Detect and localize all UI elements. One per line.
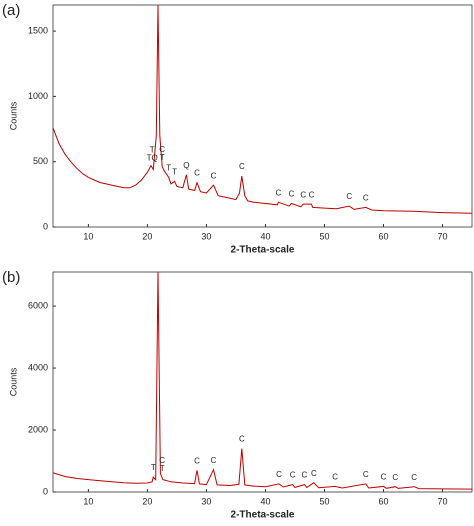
y-tick-label: 6000 (28, 300, 48, 310)
x-tick-label: 70 (437, 231, 447, 241)
y-axis-label: Counts (8, 367, 18, 396)
peak-label: C (363, 194, 369, 203)
x-tick-label: 10 (83, 231, 93, 241)
y-tick-label: 0 (43, 221, 48, 231)
panel-label: (a) (2, 2, 20, 19)
x-tick-label: 20 (142, 496, 152, 506)
panel: (b) 10 20 30 40 50 60 70 0 2000 4000 6000 2-Theta-sc… (2, 269, 473, 521)
x-tick-label: 30 (201, 231, 211, 241)
x-tick-label: 60 (378, 231, 388, 241)
panel-label: (b) (2, 269, 20, 286)
peak-label: C (309, 190, 315, 199)
peak-label: C (411, 473, 417, 482)
peak-label: C (159, 145, 165, 154)
peak-label: C (346, 192, 352, 201)
peak-label: T (150, 146, 155, 155)
x-tick-label: 60 (378, 496, 388, 506)
peak-label: C (159, 456, 165, 465)
y-tick-label: 2000 (28, 424, 48, 434)
peak-label: C (276, 470, 282, 479)
peak-label: T (166, 163, 171, 172)
peak-label: C (211, 456, 217, 465)
peak-label: C (211, 171, 217, 180)
peak-label: C (194, 456, 200, 465)
x-tick-label: 10 (83, 496, 93, 506)
x-tick-label: 50 (319, 496, 329, 506)
peak-label: T (160, 153, 165, 162)
peak-label: C (239, 435, 245, 444)
peak-label: T (172, 167, 177, 176)
plot-frame (52, 271, 473, 493)
y-tick-label: 500 (33, 156, 48, 166)
y-tick-label: 1000 (28, 91, 48, 101)
peak-label: C (276, 188, 282, 197)
peak-label: C (381, 473, 387, 482)
panel: (a) 10 20 30 40 50 60 70 0 500 1000 1500 2-Theta-sca… (2, 2, 473, 256)
plot-frame (52, 4, 473, 228)
x-tick-label: 50 (319, 231, 329, 241)
peak-label: C (332, 473, 338, 482)
peak-label: T (151, 463, 156, 472)
x-tick-label: 30 (201, 496, 211, 506)
y-tick-label: 4000 (28, 362, 48, 372)
x-tick-label: 70 (437, 496, 447, 506)
peak-label: C (392, 473, 398, 482)
peak-label: C (289, 190, 295, 199)
peak-label: C (363, 470, 369, 479)
x-axis-label: 2-Theta-scale (231, 510, 295, 521)
data-line (53, 272, 472, 490)
peak-label: Q (183, 161, 189, 170)
data-line (53, 5, 472, 214)
peak-label: C (239, 162, 245, 171)
peak-label: C (194, 169, 200, 178)
peak-label: C (311, 469, 317, 478)
x-tick-label: 40 (260, 231, 270, 241)
y-tick-label: 0 (43, 486, 48, 496)
peak-label: TQ (147, 154, 158, 163)
peak-label: C (302, 471, 308, 480)
peak-label: C (300, 190, 306, 199)
x-tick-label: 20 (142, 231, 152, 241)
y-tick-label: 1500 (28, 25, 48, 35)
peak-label: C (290, 471, 296, 480)
x-axis-label: 2-Theta-scale (231, 245, 295, 256)
x-tick-label: 40 (260, 496, 270, 506)
y-axis-label: Counts (8, 101, 18, 130)
peak-label: T (160, 464, 165, 473)
